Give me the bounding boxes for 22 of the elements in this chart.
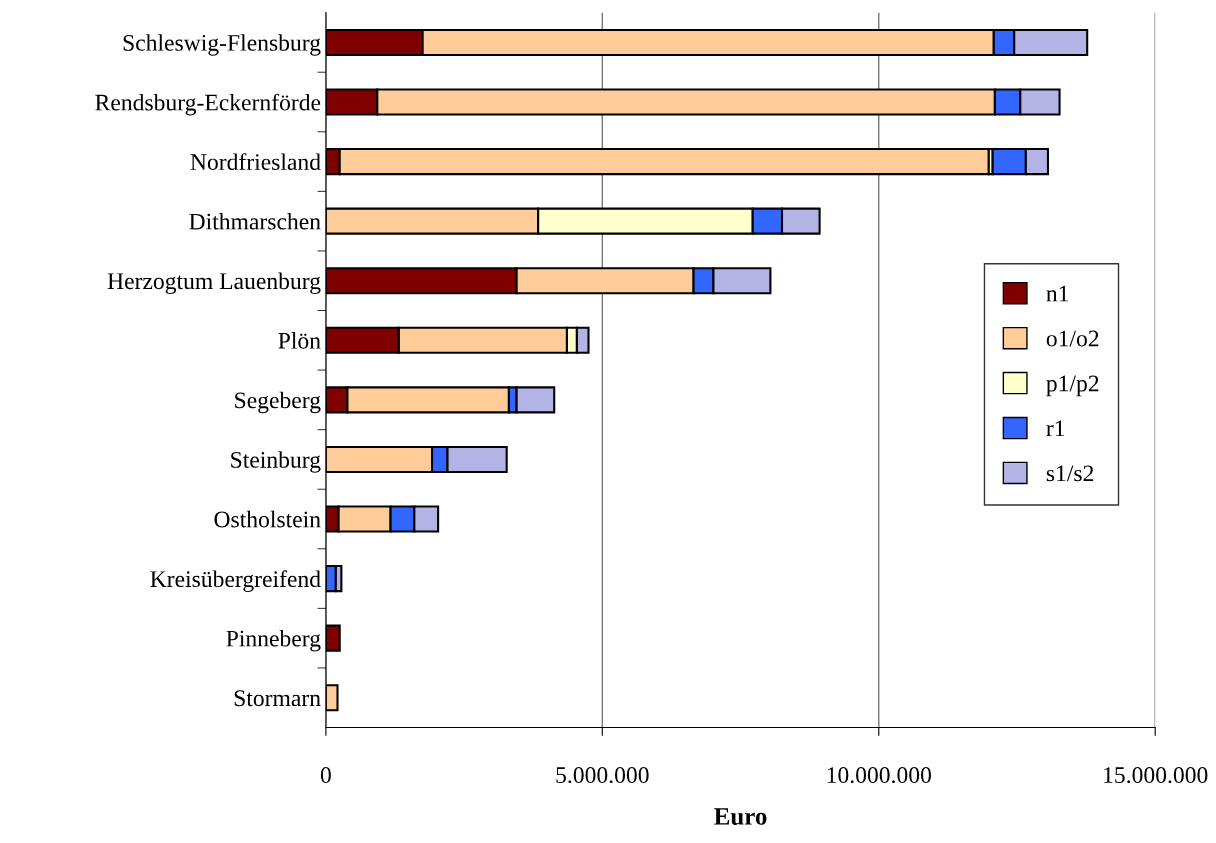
y-tick-label: Stormarn: [234, 690, 321, 707]
y-tick-label: Schleswig-Flensburg: [123, 34, 321, 56]
x-tick-label: 10.000.000: [827, 767, 931, 784]
y-tick-label: Steinburg: [231, 451, 321, 473]
x-tick-label: 5.000.000: [556, 767, 649, 784]
legend-label: o1/o2: [1046, 330, 1099, 347]
x-tick-label: 15.000.000: [1104, 767, 1208, 784]
y-tick-label: Segeberg: [235, 391, 321, 414]
x-axis-title: Euro: [714, 808, 767, 825]
x-tick-label: 0: [320, 767, 331, 784]
legend-label: s1/s2: [1046, 465, 1094, 482]
y-tick-label: Dithmarschen: [189, 212, 321, 230]
y-tick-label: Kreisübergreifend: [150, 570, 321, 592]
y-tick-label: Rendsburg-Eckernförde: [95, 93, 321, 116]
legend-label: p1/p2: [1046, 375, 1099, 397]
y-tick-label: Ostholstein: [214, 510, 321, 528]
legend-label: r1: [1046, 420, 1065, 437]
legend-label: n1: [1046, 285, 1069, 302]
y-tick-label: Plön: [278, 332, 321, 349]
y-tick-label: Pinneberg: [226, 629, 321, 652]
y-tick-label: Herzogtum Lauenburg: [107, 272, 321, 295]
y-tick-label: Nordfriesland: [190, 153, 321, 170]
